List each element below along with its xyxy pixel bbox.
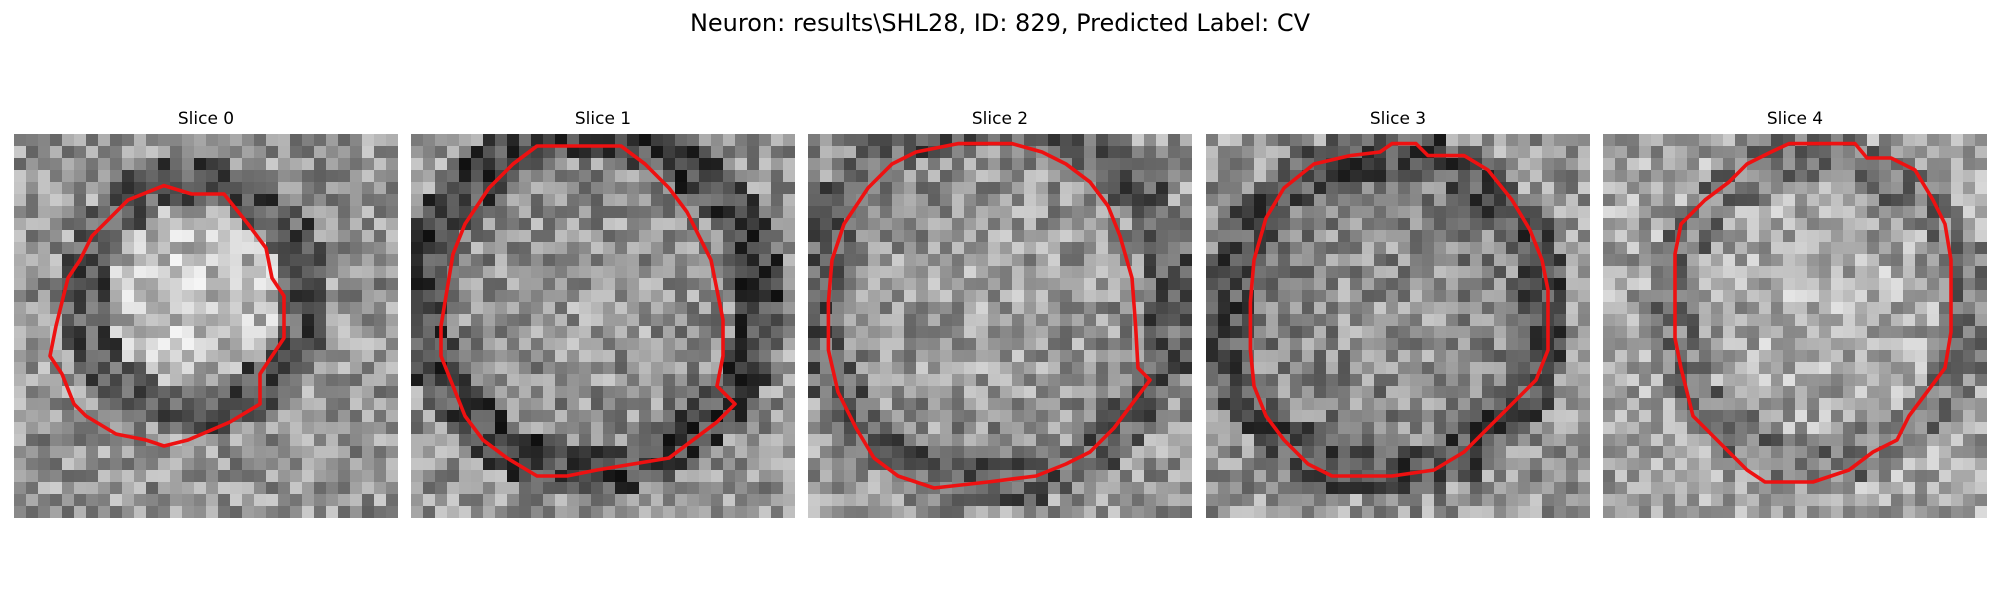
slice-image-2 — [808, 134, 1192, 518]
slice-title-1: Slice 1 — [574, 109, 632, 129]
roi-contour-0 — [48, 183, 286, 448]
roi-contour-2 — [826, 141, 1152, 490]
slice-image-4 — [1603, 134, 1987, 518]
slice-title-4: Slice 4 — [1766, 109, 1824, 129]
slice-title-3: Slice 3 — [1369, 109, 1427, 129]
slice-image-3 — [1206, 134, 1590, 518]
roi-contour-4 — [1673, 141, 1953, 484]
slice-image-1 — [411, 134, 795, 518]
slice-title-2: Slice 2 — [971, 109, 1029, 129]
slice-title-0: Slice 0 — [177, 109, 235, 129]
slice-image-0 — [14, 134, 398, 518]
roi-contour-1 — [439, 144, 737, 478]
roi-contour-3 — [1248, 141, 1550, 478]
figure-title: Neuron: results\SHL28, ID: 829, Predicte… — [689, 9, 1311, 37]
